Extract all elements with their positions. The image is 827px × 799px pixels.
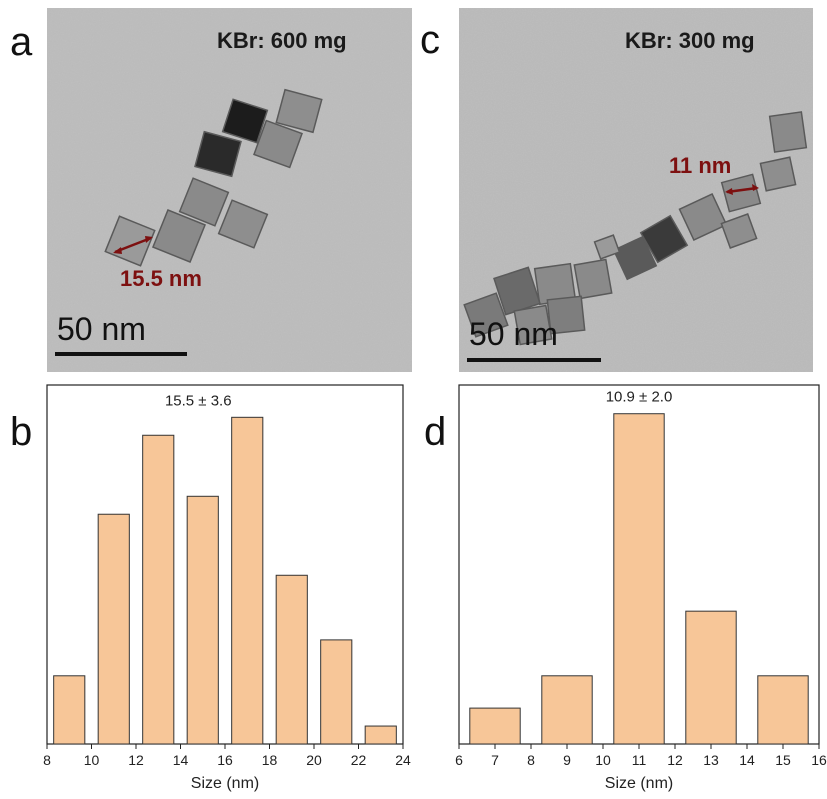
scale-bar-a bbox=[55, 352, 187, 356]
nanocube bbox=[253, 119, 303, 169]
arrow-head-left bbox=[113, 247, 122, 254]
x-tick-label: 15 bbox=[775, 752, 791, 768]
x-tick-label: 10 bbox=[595, 752, 611, 768]
histogram-bar bbox=[757, 675, 809, 745]
histogram-bar bbox=[469, 707, 521, 745]
nanocube bbox=[759, 156, 797, 192]
x-tick-label: 10 bbox=[84, 752, 100, 768]
tem-image-a: KBr: 600 mg 15.5 nm 50 nm bbox=[47, 8, 412, 372]
stat-annotation: 10.9 ± 2.0 bbox=[606, 389, 673, 406]
histogram-bar bbox=[275, 574, 308, 745]
kbr-label-a: KBr: 600 mg bbox=[217, 28, 347, 53]
scale-label-c: 50 nm bbox=[469, 316, 558, 352]
scale-bar-c bbox=[467, 358, 601, 362]
x-axis-label: Size (nm) bbox=[191, 775, 259, 792]
nanocube bbox=[151, 208, 207, 264]
panel-letter-b: b bbox=[10, 410, 33, 454]
x-tick-label: 20 bbox=[306, 752, 322, 768]
scale-label-a: 50 nm bbox=[57, 311, 146, 347]
nanocube bbox=[221, 98, 269, 144]
x-tick-label: 11 bbox=[632, 752, 647, 768]
x-tick-label: 8 bbox=[43, 752, 51, 768]
nanocube bbox=[678, 192, 728, 242]
panel-letter-a: a bbox=[10, 20, 33, 64]
x-tick-label: 12 bbox=[667, 752, 683, 768]
x-tick-label: 14 bbox=[173, 752, 189, 768]
histogram-bar bbox=[186, 495, 219, 745]
arrow-head-right bbox=[752, 184, 759, 191]
histogram-bar bbox=[231, 416, 264, 745]
nanocube bbox=[194, 130, 242, 178]
tem-micrograph-a bbox=[47, 8, 412, 372]
x-tick-label: 9 bbox=[563, 752, 571, 768]
nanocube bbox=[639, 214, 689, 264]
x-tick-label: 24 bbox=[395, 752, 411, 768]
nanocube bbox=[720, 213, 758, 249]
x-tick-label: 16 bbox=[811, 752, 827, 768]
x-tick-label: 8 bbox=[527, 752, 535, 768]
nanocube bbox=[593, 234, 621, 260]
tem-micrograph-c bbox=[459, 8, 813, 372]
nanocube bbox=[573, 258, 613, 300]
x-tick-label: 16 bbox=[217, 752, 233, 768]
size-label-a: 15.5 nm bbox=[120, 266, 202, 291]
histogram-bar bbox=[142, 434, 175, 745]
x-axis-label: Size (nm) bbox=[605, 775, 673, 792]
histogram-bar bbox=[613, 413, 665, 745]
histogram-b: 8 10 12 14 16 18 20 22 24 Size (nm) 15.5 ± 3.6 bbox=[43, 384, 411, 792]
nanocube bbox=[546, 295, 586, 335]
kbr-label-c: KBr: 300 mg bbox=[625, 28, 755, 53]
nanocube bbox=[275, 88, 323, 134]
nanocube bbox=[768, 111, 808, 153]
panel-letter-d: d bbox=[424, 410, 447, 454]
stat-annotation: 15.5 ± 3.6 bbox=[165, 392, 232, 409]
histogram-bar bbox=[541, 675, 593, 745]
x-tick-label: 22 bbox=[351, 752, 367, 768]
arrow-head-left bbox=[725, 188, 733, 195]
arrow-head-right bbox=[145, 236, 153, 243]
histogram-bar bbox=[97, 513, 130, 745]
x-tick-label: 14 bbox=[739, 752, 755, 768]
x-tick-label: 7 bbox=[491, 752, 499, 768]
tem-image-c: KBr: 300 mg 11 nm 50 nm bbox=[459, 8, 813, 372]
histogram-bar bbox=[320, 639, 353, 745]
nanocube bbox=[217, 199, 269, 249]
panel-letter-c: c bbox=[420, 18, 440, 62]
nanocube bbox=[178, 177, 230, 227]
nanocube bbox=[463, 292, 509, 338]
x-tick-label: 12 bbox=[128, 752, 144, 768]
x-tick-label: 6 bbox=[455, 752, 463, 768]
nanocube bbox=[513, 304, 553, 346]
histogram-bar bbox=[685, 610, 737, 745]
x-tick-label: 13 bbox=[703, 752, 719, 768]
histogram-bar bbox=[364, 725, 397, 745]
histogram-d: 6 7 8 9 10 11 12 13 14 15 16 Size (nm) 10.9 ± 2.0 bbox=[455, 384, 827, 792]
histogram-bar bbox=[53, 675, 86, 745]
size-label-c: 11 nm bbox=[669, 153, 732, 178]
nanocube bbox=[612, 235, 658, 281]
x-tick-label: 18 bbox=[262, 752, 278, 768]
